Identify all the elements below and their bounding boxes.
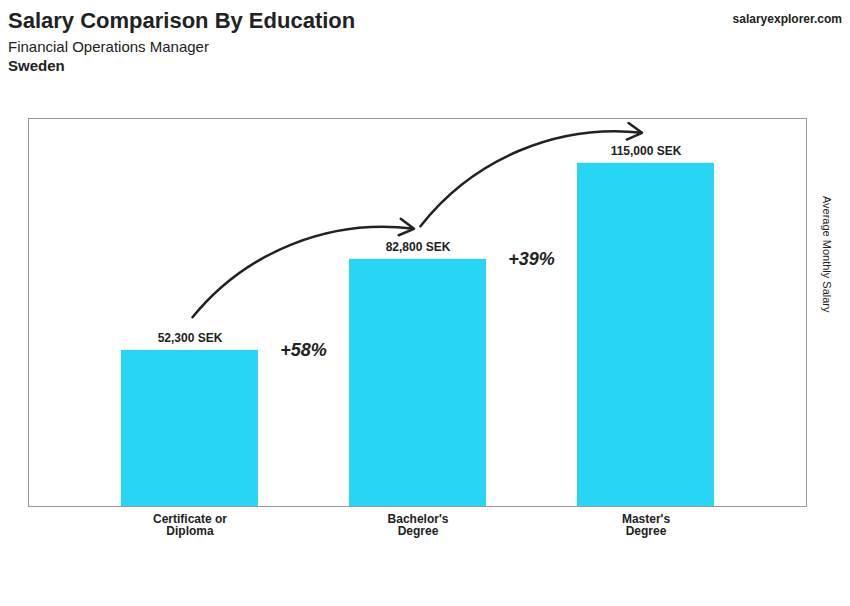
svg-text:52,300 SEK: 52,300 SEK: [158, 331, 223, 345]
svg-text:Certificate orDiploma: Certificate orDiploma: [153, 512, 227, 538]
svg-text:Average Monthly Salary: Average Monthly Salary: [821, 196, 833, 313]
svg-text:+58%: +58%: [280, 340, 327, 360]
html-text:Salary Comparison By Education: Salary Comparison By Education: [8, 8, 356, 33]
html-text:Financial Operations Manager: Financial Operations Manager: [8, 38, 209, 55]
svg-text:Master'sDegree: Master'sDegree: [622, 512, 671, 538]
svg-text:+39%: +39%: [508, 249, 555, 269]
html-text:salaryexplorer.com: salaryexplorer.com: [732, 12, 842, 26]
svg-text:115,000 SEK: 115,000 SEK: [611, 144, 682, 158]
svg-text:Bachelor'sDegree: Bachelor'sDegree: [388, 512, 449, 538]
svg-text:82,800 SEK: 82,800 SEK: [386, 240, 451, 254]
html-text:Sweden: Sweden: [8, 57, 65, 74]
